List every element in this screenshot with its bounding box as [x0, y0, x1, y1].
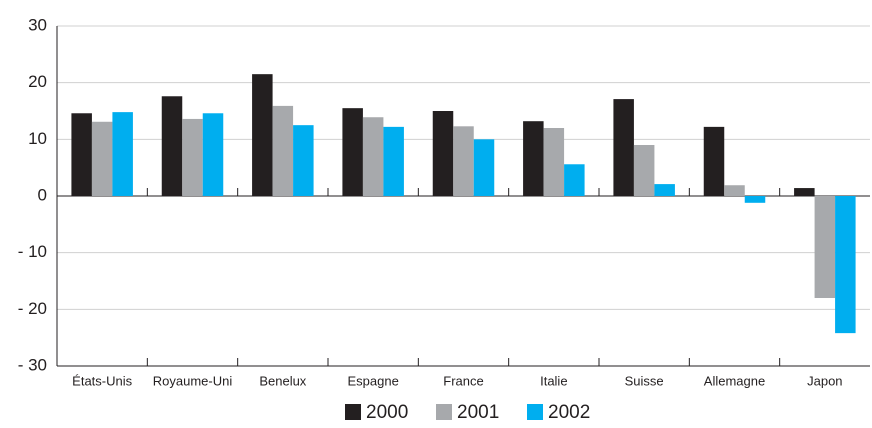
bar — [112, 112, 133, 196]
bar — [202, 113, 224, 196]
legend-label: 2002 — [548, 402, 590, 423]
bar — [71, 113, 92, 196]
legend-swatch — [527, 404, 543, 420]
bar — [724, 185, 745, 196]
x-tick-label: Espagne — [348, 373, 399, 388]
bar — [794, 188, 815, 196]
x-tick-label: Japon — [807, 373, 842, 388]
y-tick-label: 20 — [28, 72, 47, 91]
bar — [453, 126, 474, 196]
legend-swatch — [436, 404, 452, 420]
bar — [342, 108, 363, 196]
bar — [744, 196, 766, 203]
bar — [814, 196, 836, 298]
bar — [293, 125, 314, 196]
x-tick-label: Allemagne — [704, 373, 765, 388]
x-tick-label: France — [443, 373, 483, 388]
bar — [432, 111, 454, 196]
bar — [362, 117, 384, 196]
bar — [543, 128, 565, 196]
bar — [473, 139, 495, 196]
legend-label: 2001 — [457, 402, 499, 423]
y-tick-label: 10 — [28, 129, 47, 148]
x-tick-label: États-Unis — [72, 373, 132, 388]
bar — [564, 164, 585, 196]
y-tick-label: - 10 — [18, 242, 47, 261]
bar — [523, 121, 544, 196]
bar — [161, 96, 183, 196]
y-tick-label: - 20 — [18, 299, 47, 318]
y-tick-label: 30 — [28, 15, 47, 34]
bar — [613, 99, 634, 196]
x-tick-label: Benelux — [259, 373, 306, 388]
bar — [383, 126, 404, 196]
bar — [91, 121, 113, 196]
y-tick-label: 0 — [38, 185, 47, 204]
bar — [272, 105, 294, 196]
bar — [703, 126, 725, 196]
legend-swatch — [345, 404, 361, 420]
x-tick-label: Suisse — [625, 373, 664, 388]
bar — [182, 118, 203, 196]
x-tick-label: Royaume-Uni — [153, 373, 233, 388]
bar — [835, 196, 856, 334]
x-tick-label: Italie — [540, 373, 567, 388]
bar — [654, 184, 675, 196]
legend-label: 2000 — [366, 402, 408, 423]
y-tick-label: - 30 — [18, 355, 47, 374]
bar — [633, 145, 655, 196]
bar — [252, 74, 273, 196]
